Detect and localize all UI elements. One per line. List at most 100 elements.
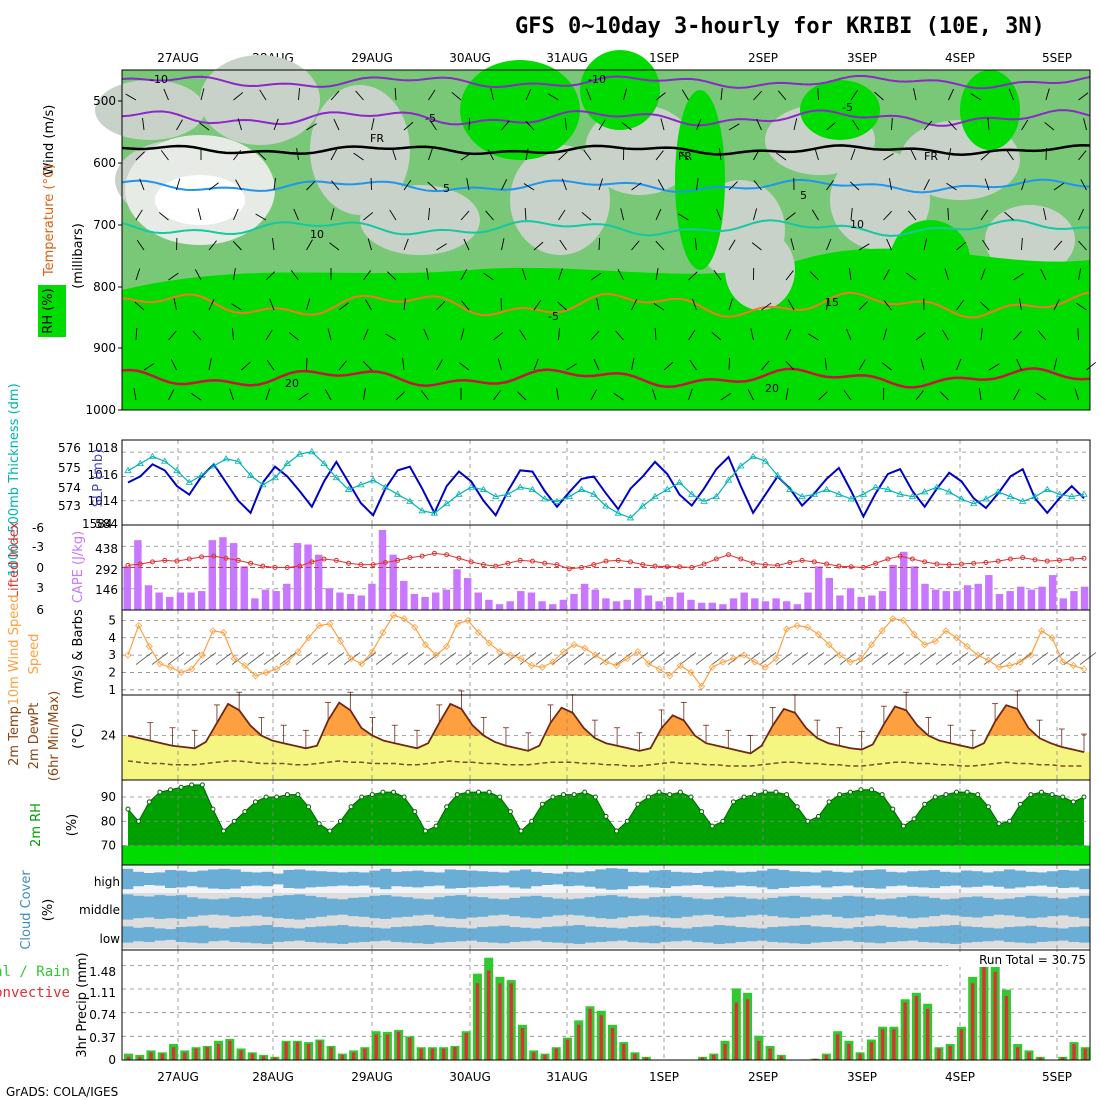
top-date-axis: 27AUG28AUG29AUG30AUG31AUG1SEP2SEP3SEP4SE… <box>157 51 1072 65</box>
precip-convective-bar <box>408 1037 412 1060</box>
upper-wind-barb <box>1013 330 1023 341</box>
upper-wind-barb <box>688 329 696 341</box>
upper-wind-barb <box>525 120 535 131</box>
precip-convective-bar <box>633 1053 637 1060</box>
thickness-point <box>737 462 745 469</box>
precip-total-axis-label: Total / Rain <box>0 964 70 980</box>
rh-moist-patch <box>675 90 725 270</box>
rh-moist-patch <box>580 50 660 130</box>
rh2m-point <box>890 806 896 812</box>
cloud-cover-block <box>1068 897 1080 917</box>
wind-speed-point <box>145 642 153 650</box>
cape-bar <box>612 601 621 610</box>
pressure-tick-label: 500 <box>93 94 116 108</box>
upper-wind-barb <box>241 361 251 371</box>
rh2m-point <box>274 794 280 800</box>
rh2m-point <box>677 789 683 795</box>
cloud-cover-block <box>390 871 403 887</box>
upper-wind-barb <box>814 148 819 161</box>
upper-wind-barb <box>913 88 917 101</box>
wind-speed-point <box>878 627 886 635</box>
upper-wind-barb <box>1078 208 1084 221</box>
cape-tick-label: 146 <box>95 583 118 597</box>
rh2m-point <box>720 818 726 824</box>
wind-speed-point <box>305 634 313 642</box>
wind-tick-label: 4 <box>108 631 116 645</box>
upper-wind-barb <box>423 328 429 341</box>
cape-bar <box>325 588 334 610</box>
cloud-cover-block <box>1036 896 1048 918</box>
precip-convective-bar <box>644 1057 648 1060</box>
cloud-cover-block <box>197 898 209 916</box>
slp-thickness-panel: 576 575 574 573 1018 1016 1014 1584 1000~500mb T… <box>7 383 1091 577</box>
cloud-cover-block <box>1014 926 1026 943</box>
wind-speed-point <box>836 651 844 659</box>
upper-wind-barb <box>451 91 462 101</box>
lifted-index-point <box>946 562 952 568</box>
upper-wind-barb <box>306 298 311 311</box>
cloud-cover-block <box>143 873 155 885</box>
upper-wind-barb <box>747 389 754 401</box>
thickness-point <box>222 455 230 462</box>
upper-wind-barb <box>487 149 494 161</box>
cape-bar <box>814 566 823 610</box>
cloud-cover-block <box>616 928 629 941</box>
cloud-cover-block <box>165 870 177 888</box>
cloud-cover-block <box>788 895 801 919</box>
rh2m-point <box>136 818 142 824</box>
upper-wind-barb <box>176 119 183 131</box>
wind-speed-point <box>166 663 175 671</box>
thickness-point <box>724 476 733 483</box>
rh2m-low-fill <box>122 845 1090 865</box>
thickness-point <box>124 466 132 474</box>
upper-wind-barb <box>1013 273 1024 281</box>
rh2m-point <box>306 804 312 810</box>
wind-barb <box>199 652 217 665</box>
cape-bar <box>634 588 642 610</box>
precip-convective-bar <box>419 1048 423 1060</box>
thickness-point <box>614 509 622 516</box>
cape-bar <box>346 593 355 610</box>
precip-tick-label: 1.48 <box>89 965 116 979</box>
wind-speed-point <box>315 622 323 630</box>
cape-bar <box>1070 591 1078 610</box>
rh2m-point <box>645 794 651 800</box>
upper-wind-barb <box>980 151 991 161</box>
precip-convective-bar <box>588 1008 592 1060</box>
precip-convective-bar <box>959 1029 964 1060</box>
cloud-cover-block <box>412 925 424 944</box>
cloud-cover-block <box>681 928 693 941</box>
upper-wind-barb <box>980 328 983 341</box>
cloud-cover-block <box>885 927 897 942</box>
upper-wind-barb <box>363 388 366 401</box>
wind-barb <box>599 652 617 665</box>
cloud-cover-block <box>616 868 629 890</box>
thickness-point <box>1019 497 1027 504</box>
lifted-index-point <box>517 557 523 563</box>
cloud-cover-block <box>466 928 478 941</box>
thickness-point <box>798 492 806 500</box>
rh2m-point <box>1039 789 1045 795</box>
slp-tick-label: 1016 <box>87 468 118 482</box>
thickness-point <box>246 471 255 478</box>
wind-speed-point <box>666 672 674 680</box>
cloud-cover-block <box>122 868 134 890</box>
thickness-point <box>1055 490 1064 497</box>
lifted-index-point <box>591 562 597 568</box>
lifted-index-point <box>284 565 290 570</box>
cloud-cover-block <box>294 894 306 920</box>
thickness-point <box>234 457 243 464</box>
wind-speed-point <box>496 648 504 656</box>
upper-wind-barb <box>1083 118 1087 131</box>
cloud-cover-block <box>638 898 650 916</box>
wind-barb <box>455 652 473 665</box>
wind-speed-point <box>772 655 780 663</box>
wind-speed-point <box>294 648 302 656</box>
upper-wind-barb <box>620 208 624 221</box>
cloud-cover-block <box>778 896 790 918</box>
precip-convective-bar <box>757 1040 761 1060</box>
cloud-cover-block <box>606 868 618 890</box>
rh2m-point <box>433 823 439 829</box>
upper-wind-barb <box>891 117 893 131</box>
precip-convective-bar <box>734 1002 739 1060</box>
